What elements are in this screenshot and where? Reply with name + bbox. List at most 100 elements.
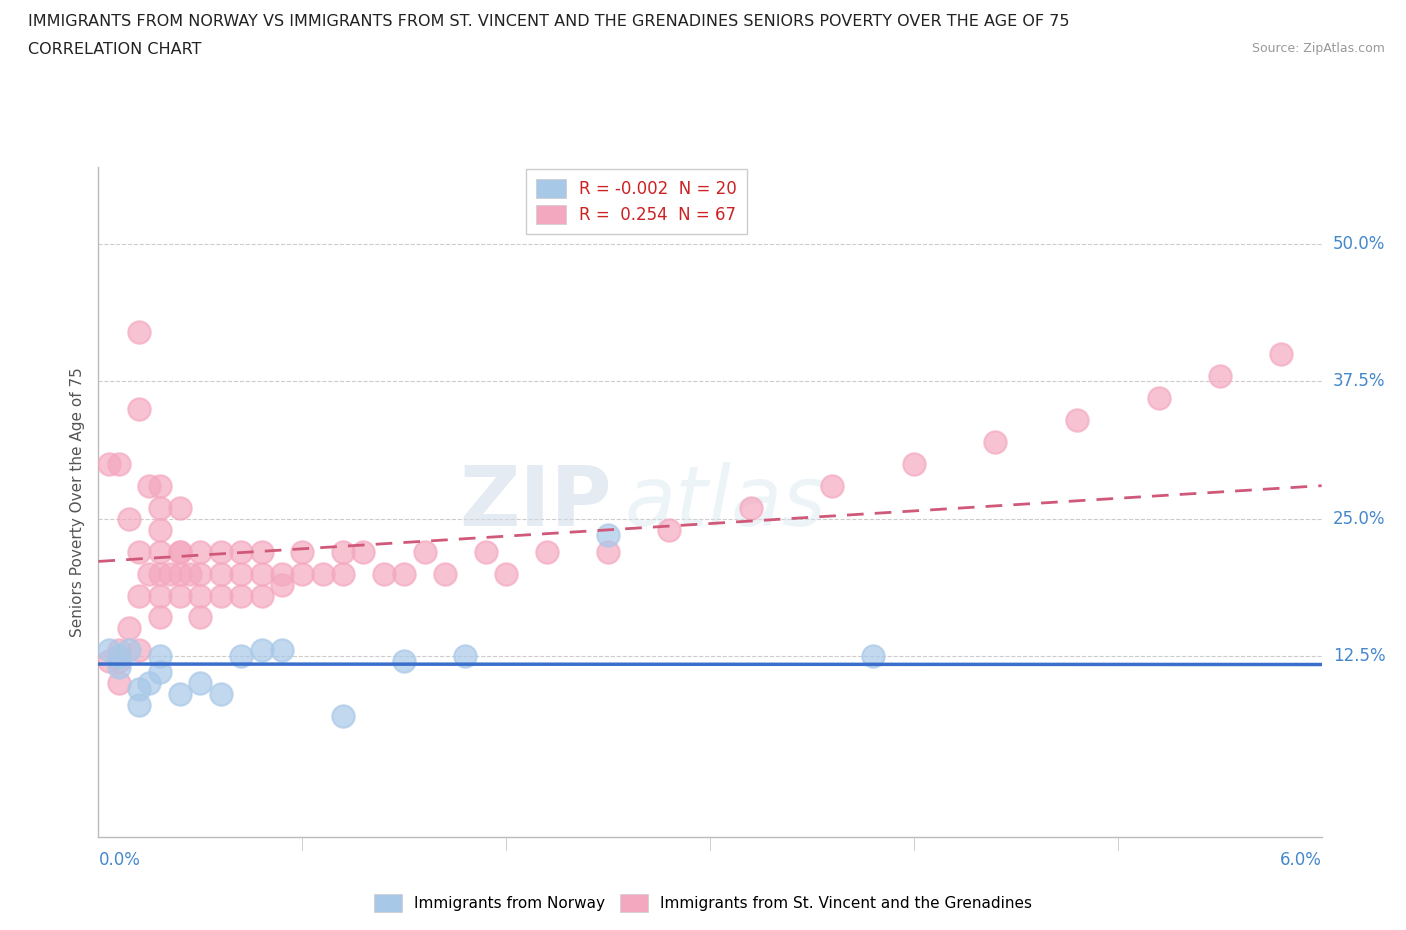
Legend: Immigrants from Norway, Immigrants from St. Vincent and the Grenadines: Immigrants from Norway, Immigrants from … xyxy=(368,888,1038,918)
Point xyxy=(128,544,150,559)
Point xyxy=(291,544,314,559)
Point xyxy=(984,434,1007,449)
Point xyxy=(311,566,335,581)
Point xyxy=(179,566,201,581)
Point xyxy=(270,578,292,592)
Point xyxy=(270,566,292,581)
Point xyxy=(454,648,477,663)
Point xyxy=(352,544,374,559)
Point xyxy=(149,478,172,493)
Point xyxy=(149,544,172,559)
Point xyxy=(138,676,160,691)
Point xyxy=(433,566,456,581)
Point xyxy=(1270,347,1292,362)
Text: Source: ZipAtlas.com: Source: ZipAtlas.com xyxy=(1251,42,1385,55)
Y-axis label: Seniors Poverty Over the Age of 75: Seniors Poverty Over the Age of 75 xyxy=(69,367,84,637)
Point xyxy=(821,478,844,493)
Legend: R = -0.002  N = 20, R =  0.254  N = 67: R = -0.002 N = 20, R = 0.254 N = 67 xyxy=(526,169,747,234)
Point xyxy=(862,648,884,663)
Point xyxy=(138,478,160,493)
Point xyxy=(169,500,191,515)
Point xyxy=(138,566,160,581)
Point xyxy=(108,457,131,472)
Point xyxy=(149,566,172,581)
Point xyxy=(188,566,212,581)
Point xyxy=(108,648,131,663)
Point xyxy=(128,402,150,417)
Point xyxy=(231,648,253,663)
Point xyxy=(209,687,232,702)
Point xyxy=(149,648,172,663)
Point xyxy=(108,676,131,691)
Text: CORRELATION CHART: CORRELATION CHART xyxy=(28,42,201,57)
Point xyxy=(250,588,273,603)
Point xyxy=(658,523,681,538)
Point xyxy=(128,643,150,658)
Point xyxy=(97,643,120,658)
Point xyxy=(108,643,131,658)
Point xyxy=(118,512,141,526)
Point xyxy=(128,325,150,339)
Text: 12.5%: 12.5% xyxy=(1333,647,1385,665)
Point xyxy=(149,665,172,680)
Text: atlas: atlas xyxy=(624,461,827,543)
Point xyxy=(169,566,191,581)
Point xyxy=(392,654,416,669)
Point xyxy=(291,566,314,581)
Point xyxy=(97,654,120,669)
Point xyxy=(128,698,150,712)
Text: ZIP: ZIP xyxy=(460,461,612,543)
Point xyxy=(536,544,558,559)
Point xyxy=(128,588,150,603)
Point xyxy=(159,566,181,581)
Point xyxy=(332,544,354,559)
Point xyxy=(149,500,172,515)
Point xyxy=(231,566,253,581)
Point xyxy=(169,544,191,559)
Point xyxy=(270,643,292,658)
Point xyxy=(188,676,212,691)
Point xyxy=(598,527,620,542)
Point xyxy=(250,643,273,658)
Point xyxy=(598,544,620,559)
Point xyxy=(231,544,253,559)
Point xyxy=(740,500,762,515)
Point xyxy=(108,654,131,669)
Point xyxy=(188,588,212,603)
Text: 25.0%: 25.0% xyxy=(1333,510,1385,527)
Text: 0.0%: 0.0% xyxy=(98,851,141,869)
Point xyxy=(209,566,232,581)
Point xyxy=(118,643,141,658)
Point xyxy=(169,544,191,559)
Point xyxy=(474,544,498,559)
Point xyxy=(169,687,191,702)
Text: 6.0%: 6.0% xyxy=(1279,851,1322,869)
Point xyxy=(1147,391,1170,405)
Point xyxy=(118,621,141,636)
Point xyxy=(149,610,172,625)
Text: IMMIGRANTS FROM NORWAY VS IMMIGRANTS FROM ST. VINCENT AND THE GRENADINES SENIORS: IMMIGRANTS FROM NORWAY VS IMMIGRANTS FRO… xyxy=(28,14,1070,29)
Point xyxy=(1066,412,1088,427)
Point xyxy=(209,588,232,603)
Point xyxy=(231,588,253,603)
Point xyxy=(97,457,120,472)
Point xyxy=(392,566,416,581)
Text: 50.0%: 50.0% xyxy=(1333,235,1385,253)
Point xyxy=(188,544,212,559)
Point xyxy=(250,544,273,559)
Point xyxy=(373,566,395,581)
Text: 37.5%: 37.5% xyxy=(1333,372,1385,391)
Point xyxy=(149,588,172,603)
Point xyxy=(128,682,150,697)
Point xyxy=(413,544,436,559)
Point xyxy=(495,566,517,581)
Point xyxy=(108,659,131,674)
Point xyxy=(149,523,172,538)
Point xyxy=(332,709,354,724)
Point xyxy=(1208,368,1232,383)
Point xyxy=(169,588,191,603)
Point xyxy=(188,610,212,625)
Point xyxy=(209,544,232,559)
Point xyxy=(250,566,273,581)
Point xyxy=(903,457,925,472)
